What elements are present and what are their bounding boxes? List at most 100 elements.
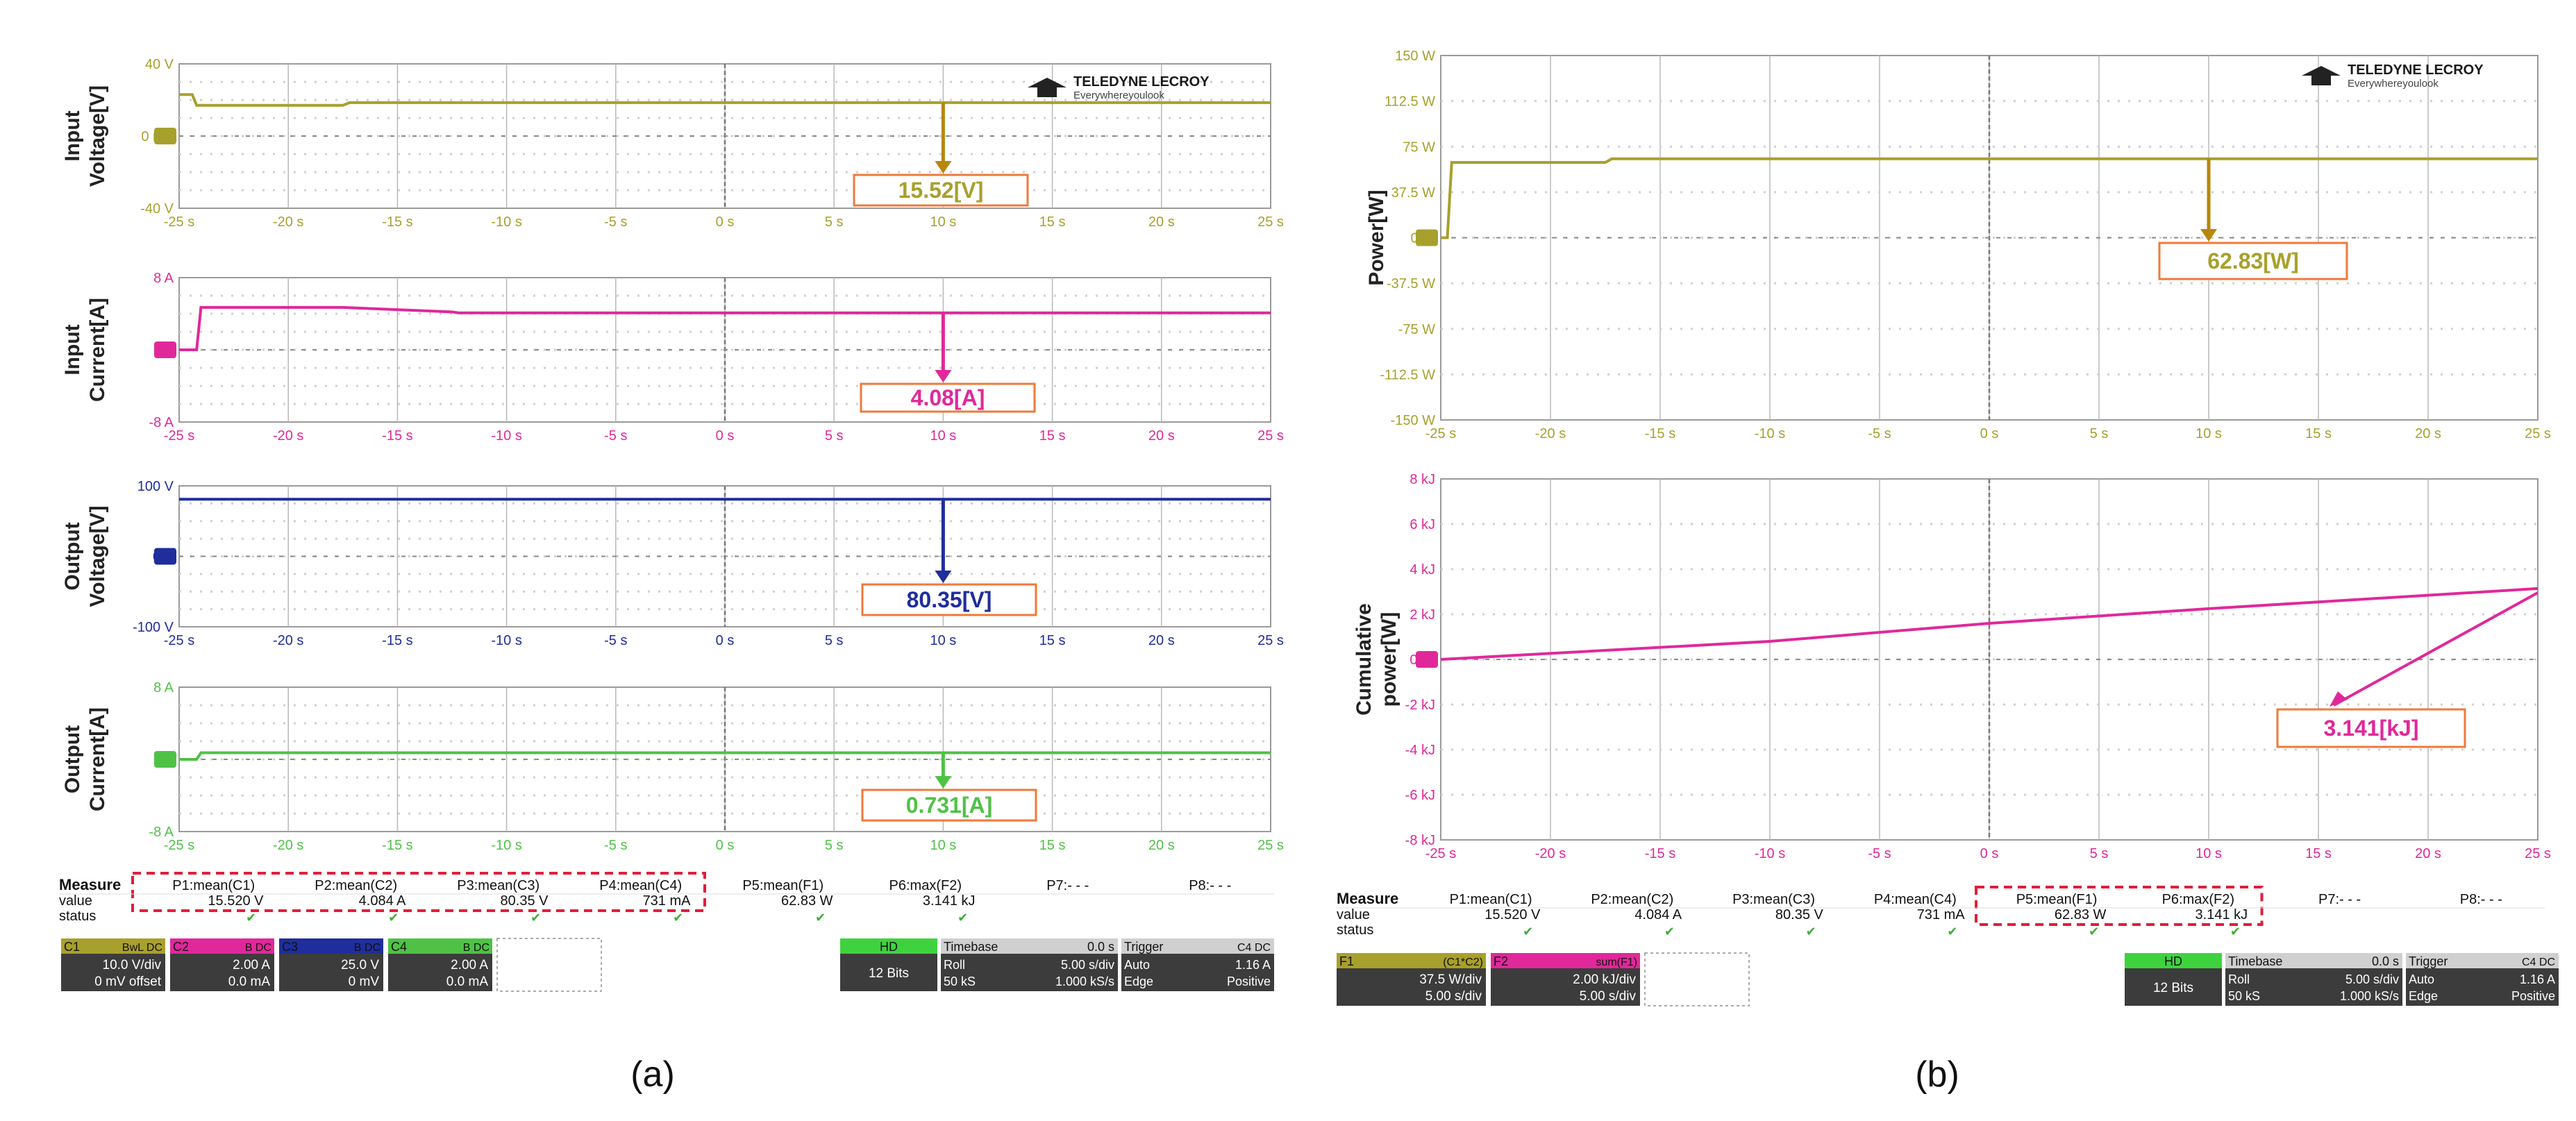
empty-channel-slot <box>496 938 602 992</box>
x-tick-label: -10 s <box>491 838 521 853</box>
logo-mark-icon <box>1028 78 1067 97</box>
measure-param-label: P2:mean(C2) <box>1591 892 1673 907</box>
status-check-icon: ✔ <box>815 911 826 925</box>
chart-3: 8 A0 A-8 A-25 s-20 s-15 s-10 s-5 s0 s5 s… <box>61 680 1284 853</box>
status-check-icon: ✔ <box>1664 925 1675 938</box>
y-axis-label-line2: power[W] <box>1378 612 1400 707</box>
measure-value: 3.141 kJ <box>923 893 976 909</box>
x-tick-label: -10 s <box>1755 426 1785 441</box>
measure-param-label: P5:mean(F1) <box>2016 892 2098 907</box>
chan-body <box>279 954 383 991</box>
measure-param-label: P3:mean(C3) <box>457 878 540 893</box>
hd-body <box>840 954 937 991</box>
chan-id: C2 <box>173 940 189 954</box>
measure-value: 4.084 A <box>1634 907 1682 922</box>
hd-label: HD <box>2164 954 2182 968</box>
measure-value: 80.35 V <box>1775 907 1824 922</box>
x-tick-label: 5 s <box>825 214 844 230</box>
chan-body <box>170 954 274 991</box>
timebase-mode: Roll <box>944 958 965 972</box>
timebase-header <box>941 938 1118 954</box>
chart-5: 8 kJ6 kJ4 kJ2 kJ0 kJ-2 kJ-4 kJ-6 kJ-8 kJ… <box>1353 472 2551 861</box>
measure-param-label: P3:mean(C3) <box>1732 892 1815 907</box>
y-axis-label: Input Voltage[V] <box>61 85 109 187</box>
x-tick-label: 10 s <box>930 633 956 648</box>
chan-badges: (C1*C2) <box>1443 956 1483 968</box>
trigger-mode: Auto <box>1124 958 1150 972</box>
timebase-title: Timebase <box>2228 954 2282 968</box>
chan-offset: 0 mV <box>349 975 380 989</box>
measure-param-label: P6:max(F2) <box>2162 892 2234 907</box>
x-tick-label: 25 s <box>2525 426 2551 441</box>
hd-body <box>2125 968 2222 1006</box>
y-axis-label: Input Current[A] <box>61 298 109 402</box>
x-tick-label: -20 s <box>273 838 303 853</box>
logo-line2: Everywhereyoulook <box>2348 78 2439 90</box>
channel-box-C4: C4 B DC 2.00 A 0.0 mA <box>388 938 492 991</box>
x-tick-label: -20 s <box>273 428 303 444</box>
trigger-level: 1.16 A <box>1235 958 1271 972</box>
trigger-type: Edge <box>1124 975 1153 988</box>
series-line-C2 <box>179 305 1271 351</box>
status-check-icon: ✔ <box>957 911 968 925</box>
logo-line1: TELEDYNE LECROY <box>1073 74 1210 90</box>
channel-box-C1: C1 BwL DC 10.0 V/div 0 mV offset <box>61 938 165 991</box>
chan-badges: sum(F1) <box>1596 956 1637 968</box>
y-tick-label: 2 kJ <box>1410 607 1435 623</box>
x-tick-label: 20 s <box>1148 838 1175 853</box>
x-tick-label: -15 s <box>382 214 412 230</box>
x-tick-label: -5 s <box>604 838 627 853</box>
x-tick-label: -25 s <box>1425 846 1456 861</box>
trigger-title: Trigger <box>1124 940 1163 954</box>
timebase-div: 5.00 s/div <box>1061 958 1114 972</box>
y-tick-label: 8 kJ <box>1410 472 1435 487</box>
measure-param-label: P2:mean(C2) <box>315 878 397 893</box>
measure-value: 62.83 W <box>781 893 833 909</box>
x-tick-label: 10 s <box>2196 426 2222 441</box>
y-tick-label: -8 A <box>149 825 174 840</box>
timebase-body <box>941 954 1118 991</box>
x-tick-label: -10 s <box>491 428 521 444</box>
timebase-trigger-panel_a: HD 12 Bits Timebase 0.0 s Roll 5.00 s/div 50 k… <box>840 938 1274 991</box>
logo-line1: TELEDYNE LECROY <box>2348 62 2484 78</box>
timebase-title: Timebase <box>944 940 998 954</box>
status-label: status <box>59 909 96 924</box>
timebase-header <box>2225 953 2402 968</box>
y-tick-label: 6 kJ <box>1410 517 1435 532</box>
x-tick-label: 5 s <box>825 428 844 444</box>
x-tick-label: -20 s <box>273 214 303 230</box>
x-tick-label: 10 s <box>2196 846 2222 861</box>
hd-header <box>2125 953 2222 968</box>
x-tick-label: -5 s <box>1868 846 1891 861</box>
x-tick-label: 5 s <box>825 838 844 853</box>
annotation-value: 4.08[A] <box>911 385 985 410</box>
annotation-arrowhead <box>935 161 952 174</box>
x-tick-label: -25 s <box>164 428 194 444</box>
chan-body <box>1337 968 1486 1006</box>
measure-param-label: P5:mean(F1) <box>742 878 823 893</box>
x-tick-label: -20 s <box>1535 846 1566 861</box>
trigger-badges: C4 DC <box>2522 956 2555 968</box>
x-tick-label: 0 s <box>716 214 735 230</box>
y-axis-label-line1: Input <box>61 324 84 375</box>
timebase-trigger-panel_b: HD 12 Bits Timebase 0.0 s Roll 5.00 s/div 50 k… <box>2125 953 2559 1006</box>
x-tick-label: -15 s <box>382 428 412 444</box>
measure-param-label: P7:- - - <box>1046 878 1089 893</box>
measure-value: 80.35 V <box>501 893 549 909</box>
x-tick-label: -5 s <box>604 214 627 230</box>
empty-function-slot <box>1644 952 1750 1006</box>
chan-header <box>170 938 274 954</box>
y-axis-label-line2: Current[A] <box>86 707 109 811</box>
y-axis-label-line1: Output <box>61 522 84 590</box>
y-axis-label-line1: Input <box>61 110 84 161</box>
hd-bits: 12 Bits <box>869 966 909 981</box>
y-tick-label: 4 kJ <box>1410 562 1435 578</box>
chan-offset: 0.0 mA <box>446 975 489 989</box>
measure-value: 62.83 W <box>2055 907 2107 922</box>
x-tick-label: 20 s <box>2415 846 2441 861</box>
y-axis-label: Cumulative power[W] <box>1353 603 1400 716</box>
annotation-value: 15.52[V] <box>898 178 984 203</box>
hd-label: HD <box>880 940 898 954</box>
